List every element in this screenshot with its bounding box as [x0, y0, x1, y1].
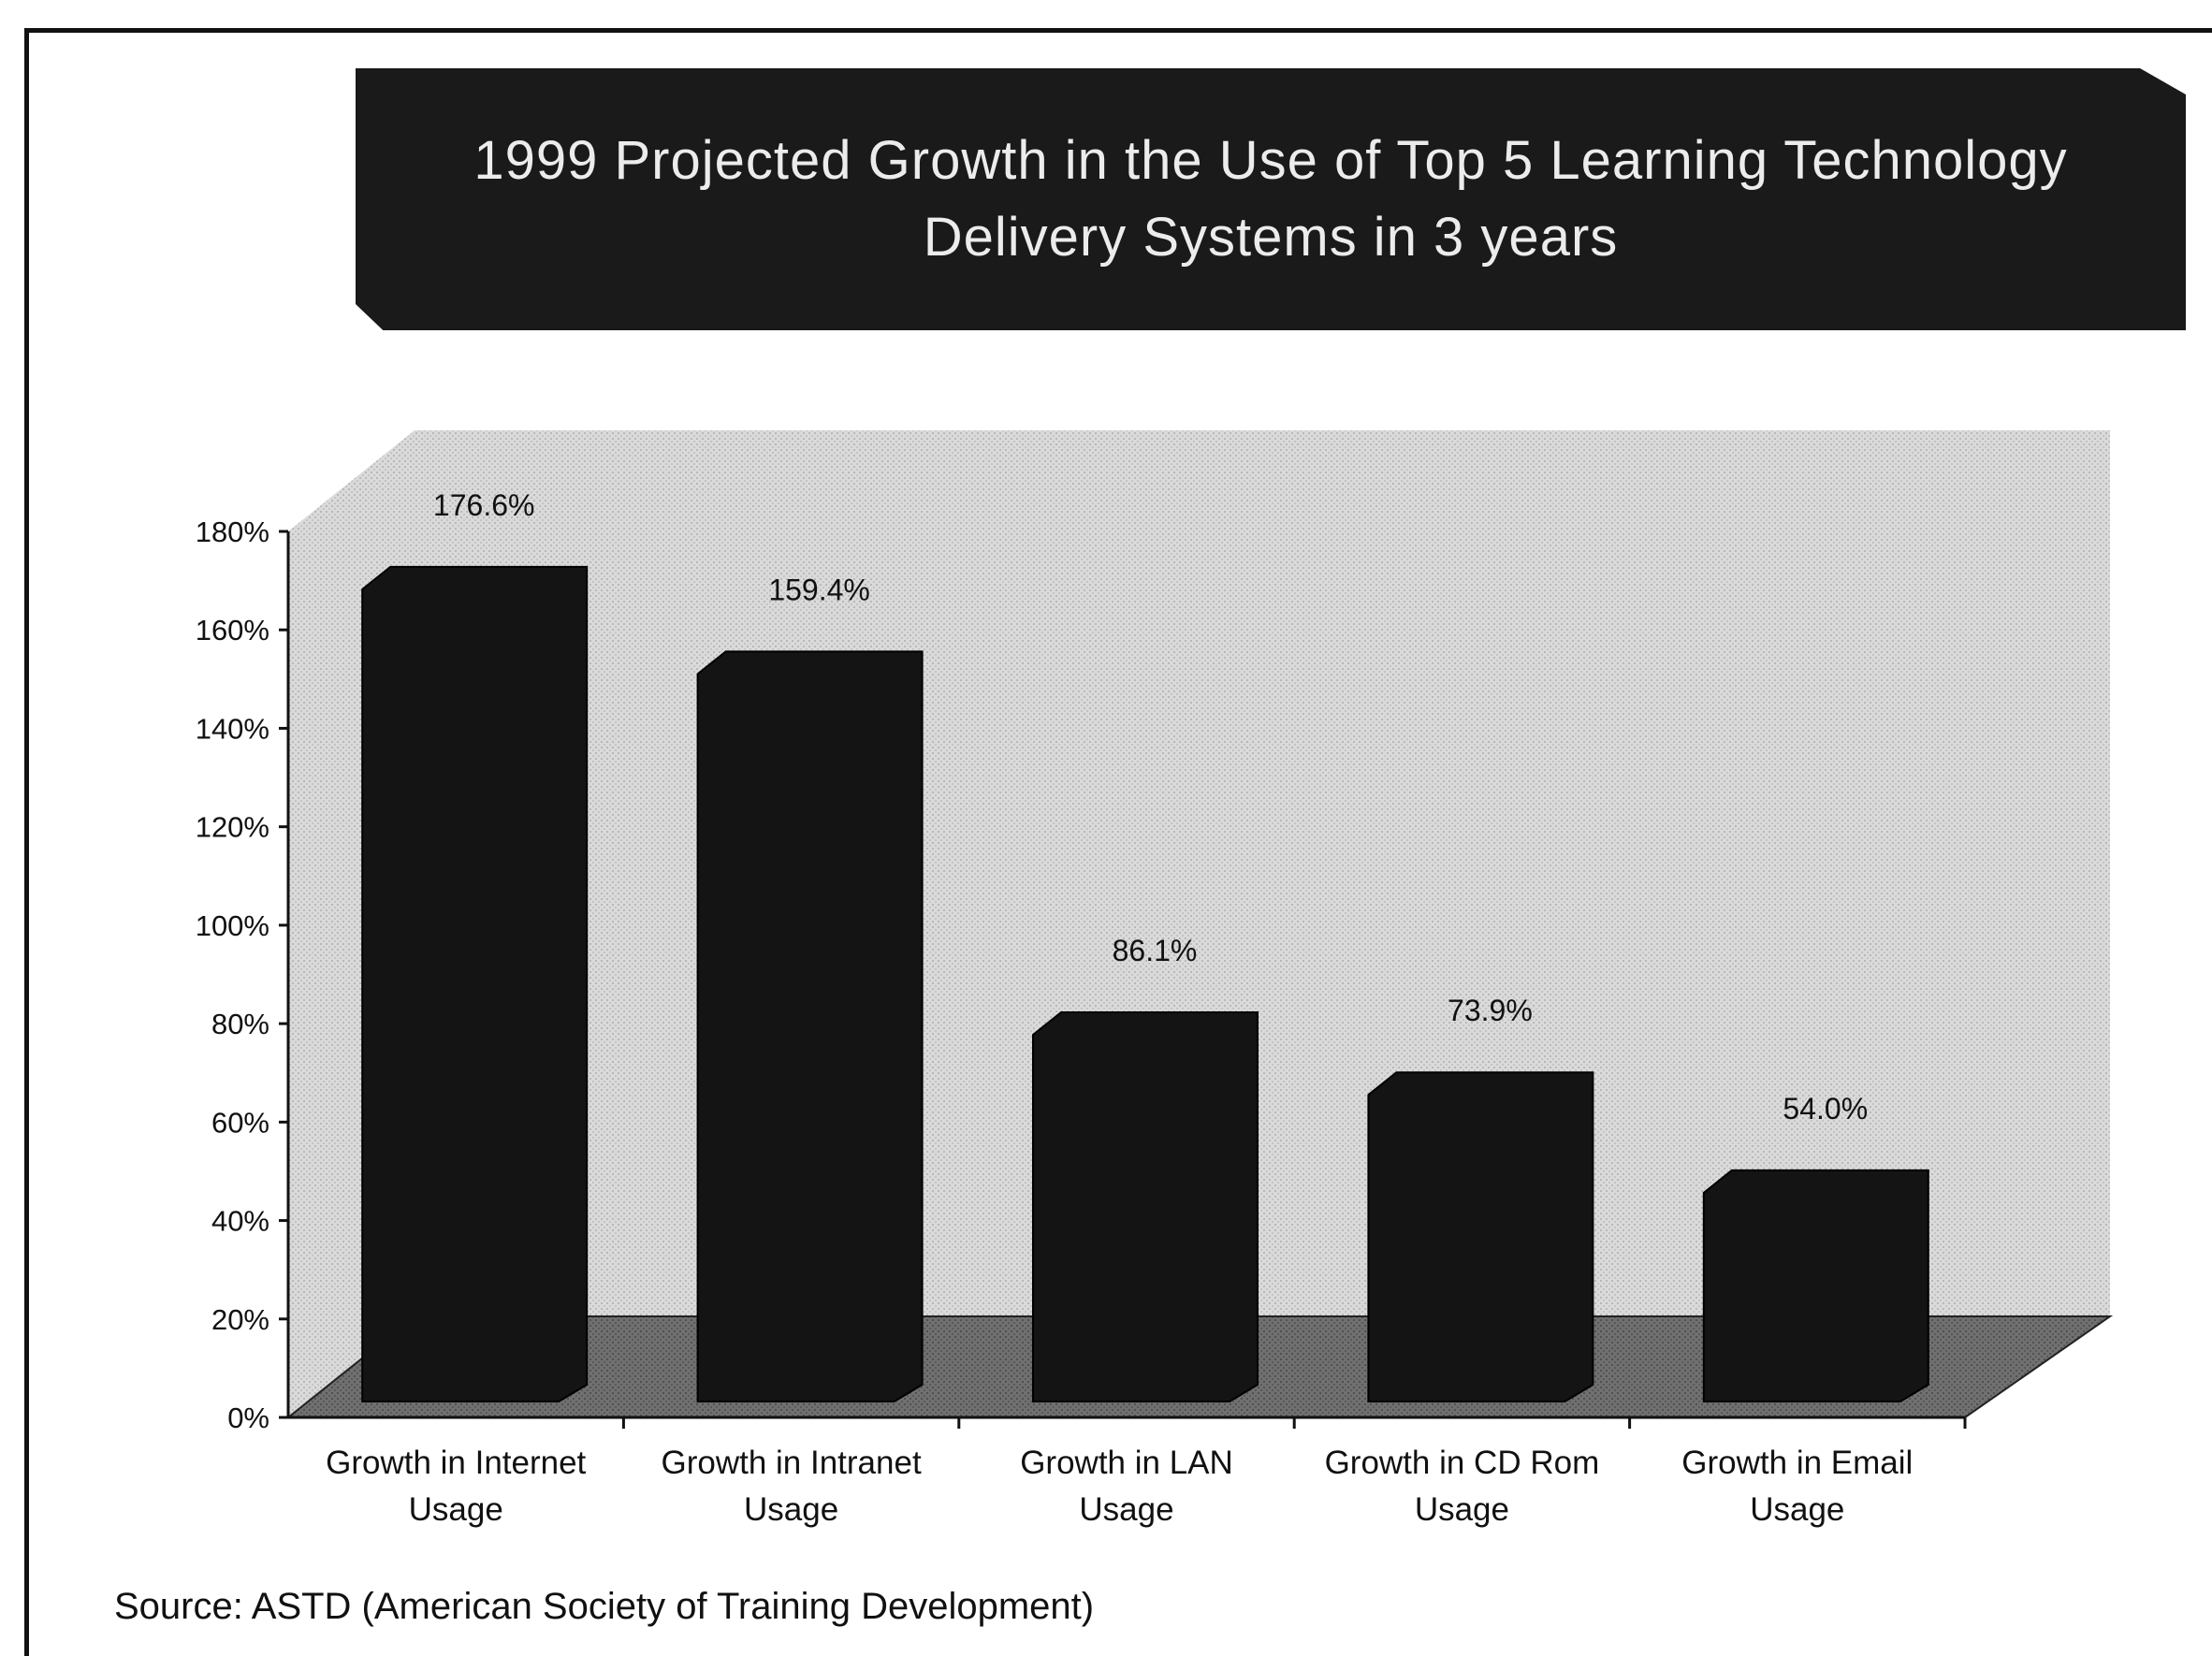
category-label-line: Usage	[1079, 1491, 1173, 1528]
category-label: Growth in Intranet Usage	[661, 1445, 921, 1528]
y-tick-label: 80%	[211, 1008, 269, 1040]
y-axis: 0% 20% 40% 60% 80% 100% 120% 140% 160% 180%	[196, 516, 1967, 1434]
category-label-line: Usage	[1750, 1491, 1844, 1528]
bar-body	[1032, 1011, 1259, 1402]
y-tick-label: 60%	[211, 1106, 269, 1139]
y-tick-label: 20%	[211, 1303, 269, 1336]
bar	[361, 565, 589, 1402]
data-label: 73.9%	[1448, 994, 1533, 1027]
bar	[1367, 1071, 1594, 1402]
category-label: Growth in LAN Usage	[1020, 1445, 1233, 1528]
category-label: Growth in Email Usage	[1681, 1445, 1913, 1528]
data-label: 159.4%	[768, 573, 870, 606]
category-label: Growth in Internet Usage	[326, 1445, 586, 1528]
bar-body	[1367, 1071, 1594, 1402]
category-label-line: Growth in Internet	[326, 1445, 586, 1481]
category-label: Growth in CD Rom Usage	[1325, 1445, 1600, 1528]
data-label: 54.0%	[1783, 1092, 1868, 1126]
category-label-line: Usage	[744, 1491, 838, 1528]
labels: 176.6% Growth in Internet Usage 159.4% Growt…	[326, 488, 1913, 1528]
category-label-line: Growth in CD Rom	[1325, 1445, 1600, 1481]
data-label: 176.6%	[433, 488, 535, 522]
category-label-line: Usage	[1415, 1491, 1509, 1528]
bar	[696, 650, 924, 1402]
bar-body	[696, 650, 924, 1402]
chart-title: 1999 Projected Growth in the Use of Top …	[473, 130, 2068, 268]
y-tick-label: 40%	[211, 1205, 269, 1238]
y-tick-label: 100%	[196, 909, 269, 942]
bar-body	[1702, 1169, 1929, 1402]
chart-frame	[24, 28, 2212, 1656]
bars	[361, 565, 1929, 1402]
category-label-line: Growth in Intranet	[661, 1445, 921, 1481]
bar	[1032, 1011, 1259, 1402]
source-note: Source: ASTD (American Society of Traini…	[114, 1586, 1095, 1627]
category-label-line: Growth in LAN	[1020, 1445, 1233, 1481]
category-label-line: Growth in Email	[1681, 1445, 1913, 1481]
category-label-line: Usage	[409, 1491, 503, 1528]
y-tick-label: 0%	[227, 1402, 269, 1434]
y-tick-label: 180%	[196, 516, 269, 548]
title-banner: 1999 Projected Growth in the Use of Top …	[356, 68, 2186, 330]
data-label: 86.1%	[1113, 934, 1198, 967]
y-tick-label: 120%	[196, 811, 269, 844]
y-tick-label: 140%	[196, 712, 269, 745]
y-tick-label: 160%	[196, 614, 269, 646]
bar-body	[361, 565, 589, 1402]
bar	[1702, 1169, 1929, 1402]
